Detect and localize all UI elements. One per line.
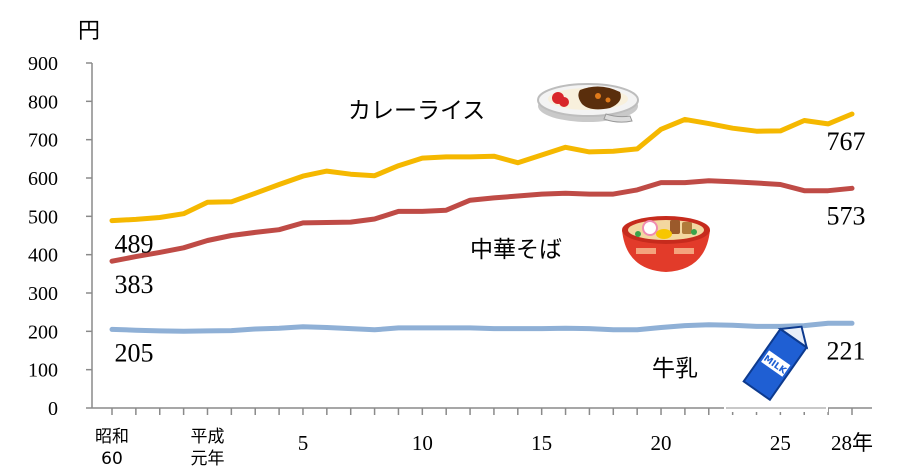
- y-tick-label: 800: [28, 91, 58, 113]
- milk-carton-icon: MILK: [724, 325, 828, 412]
- x-tick-label: 5: [298, 431, 309, 455]
- y-tick-label: 500: [28, 206, 58, 228]
- y-tick-label: 100: [28, 360, 58, 382]
- y-tick-label: 0: [48, 398, 58, 420]
- data-labels: 489 767 383 573 205 221: [115, 127, 866, 367]
- data-label: 205: [115, 338, 154, 367]
- x-tick-label: 28年: [831, 431, 873, 455]
- x-tick-label: 元年: [190, 449, 224, 468]
- curry-plate-icon: [537, 83, 639, 123]
- y-axis-ticks: 0 100 200 300 400 500 600 700 800 900: [28, 53, 92, 420]
- series-line-0: [109, 111, 855, 224]
- series-lines: [109, 111, 855, 334]
- data-label: 573: [827, 201, 866, 230]
- x-tick-label: 15: [531, 431, 552, 455]
- y-tick-label: 200: [28, 321, 58, 343]
- series-line-2: [109, 320, 855, 334]
- series-label-milk: 牛乳: [652, 356, 698, 382]
- y-tick-label: 900: [28, 53, 58, 75]
- series-line-1: [109, 178, 855, 264]
- series-label-ramen: 中華そば: [470, 237, 562, 263]
- x-tick-label: 25: [770, 431, 791, 455]
- data-label: 767: [827, 127, 866, 156]
- x-tick-label: 20: [651, 431, 672, 455]
- y-tick-label: 700: [28, 130, 58, 152]
- y-tick-label: 400: [28, 245, 58, 267]
- y-tick-label: 600: [28, 168, 58, 190]
- data-label: 489: [115, 230, 154, 259]
- x-tick-label: 昭和: [95, 427, 129, 447]
- data-label: 383: [115, 270, 154, 299]
- ramen-bowl-icon: [622, 216, 710, 272]
- x-tick-label: 平成: [190, 427, 224, 447]
- y-tick-label: 300: [28, 283, 58, 305]
- x-tick-label: 60: [101, 449, 123, 468]
- x-tick-label: 10: [412, 431, 433, 455]
- series-label-curry: カレーライス: [348, 98, 485, 124]
- y-unit-label: 円: [78, 19, 100, 44]
- data-label: 221: [827, 336, 866, 365]
